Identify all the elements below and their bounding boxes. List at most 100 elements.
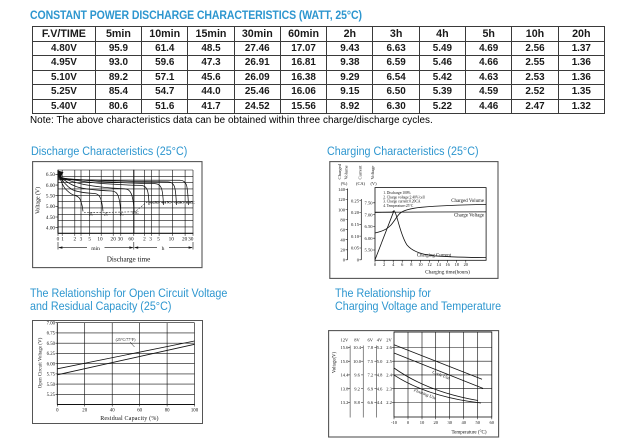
svg-text:20: 20 — [111, 236, 117, 242]
svg-text:Cycle Use: Cycle Use — [432, 369, 451, 380]
svg-text:Voltage (V): Voltage (V) — [35, 187, 42, 214]
svg-text:80: 80 — [165, 409, 170, 414]
svg-text:10: 10 — [97, 236, 103, 242]
svg-text:0.6C: 0.6C — [132, 211, 139, 215]
svg-text:0: 0 — [407, 419, 410, 424]
svg-text:15.6: 15.6 — [340, 345, 349, 350]
svg-text:0.05C: 0.05C — [186, 201, 195, 205]
svg-text:Volume: Volume — [344, 165, 349, 179]
svg-text:(V): (V) — [370, 181, 377, 186]
svg-text:6.6: 6.6 — [367, 400, 373, 405]
svg-text:0.10: 0.10 — [351, 234, 360, 239]
svg-text:3. Charge current:0.20CA: 3. Charge current:0.20CA — [383, 200, 421, 204]
svg-text:Open Circuit Voltage (V): Open Circuit Voltage (V) — [39, 337, 44, 388]
svg-text:60: 60 — [340, 227, 345, 232]
svg-text:1: 1 — [61, 236, 64, 242]
svg-text:8.8: 8.8 — [354, 400, 360, 405]
svg-text:80: 80 — [340, 217, 345, 222]
svg-text:2.6: 2.6 — [386, 345, 392, 350]
svg-text:0.15: 0.15 — [351, 222, 360, 227]
svg-text:100: 100 — [338, 207, 346, 212]
svg-text:2. Charge voltage:2.40V/cell: 2. Charge voltage:2.40V/cell — [383, 195, 424, 199]
svg-text:120: 120 — [338, 197, 346, 202]
svg-text:Residual Capacity (%): Residual Capacity (%) — [100, 415, 159, 422]
svg-text:4V: 4V — [377, 337, 383, 342]
svg-text:3: 3 — [149, 236, 152, 242]
svg-text:(CA): (CA) — [356, 181, 366, 186]
svg-text:10: 10 — [420, 419, 425, 424]
svg-text:14.4: 14.4 — [340, 372, 349, 377]
svg-text:50: 50 — [475, 419, 480, 424]
svg-text:7.50: 7.50 — [365, 201, 374, 206]
svg-text:7.8: 7.8 — [367, 345, 373, 350]
svg-text:9.6: 9.6 — [354, 372, 360, 377]
svg-text:Charge Voltage: Charge Voltage — [454, 213, 484, 218]
svg-text:(%): (%) — [341, 181, 348, 186]
svg-text:60: 60 — [128, 236, 134, 242]
svg-text:5.50: 5.50 — [46, 194, 55, 200]
svg-text:12V: 12V — [341, 337, 350, 342]
svg-text:Temperature (°C): Temperature (°C) — [451, 430, 486, 435]
svg-text:8V: 8V — [354, 337, 360, 342]
svg-text:40: 40 — [461, 419, 466, 424]
svg-text:Voltage(V): Voltage(V) — [333, 351, 338, 373]
svg-text:6.9: 6.9 — [367, 386, 373, 391]
svg-text:5.75: 5.75 — [47, 373, 56, 378]
svg-text:13.8: 13.8 — [340, 386, 349, 391]
svg-text:Charging Current: Charging Current — [417, 254, 452, 259]
svg-text:0.25: 0.25 — [351, 198, 360, 203]
svg-text:10.0: 10.0 — [353, 358, 362, 363]
svg-text:5.50: 5.50 — [47, 383, 56, 388]
svg-text:6: 6 — [401, 262, 404, 267]
svg-text:4.00: 4.00 — [46, 226, 55, 232]
svg-text:2C: 2C — [104, 213, 109, 217]
svg-text:6.50: 6.50 — [365, 224, 374, 229]
svg-text:Charged Volume: Charged Volume — [451, 199, 484, 204]
svg-text:20: 20 — [182, 236, 188, 242]
svg-text:2: 2 — [143, 236, 146, 242]
svg-text:Charged: Charged — [337, 163, 342, 179]
svg-text:5.50: 5.50 — [365, 248, 374, 253]
svg-text:5.0: 5.0 — [377, 358, 383, 363]
svg-text:12: 12 — [427, 262, 431, 267]
svg-text:4.6: 4.6 — [377, 386, 383, 391]
svg-text:13.2: 13.2 — [340, 400, 348, 405]
svg-text:2: 2 — [383, 262, 385, 267]
svg-text:2.3: 2.3 — [386, 386, 392, 391]
svg-text:5: 5 — [88, 236, 91, 242]
svg-text:9.2: 9.2 — [354, 386, 360, 391]
svg-text:2.4: 2.4 — [386, 372, 392, 377]
svg-text:-10: -10 — [391, 419, 398, 424]
svg-text:5.00: 5.00 — [46, 204, 55, 210]
svg-text:(25°C/77°F): (25°C/77°F) — [116, 337, 137, 342]
svg-text:0.09C: 0.09C — [175, 201, 184, 205]
svg-text:6.25: 6.25 — [47, 352, 56, 357]
svg-text:1C: 1C — [119, 212, 124, 216]
svg-text:40: 40 — [340, 237, 345, 242]
svg-text:2: 2 — [73, 236, 76, 242]
svg-text:20: 20 — [433, 419, 438, 424]
svg-text:30: 30 — [447, 419, 452, 424]
svg-text:2.5: 2.5 — [386, 358, 392, 363]
svg-text:30: 30 — [118, 236, 124, 242]
svg-text:8: 8 — [410, 262, 413, 267]
svg-text:140: 140 — [338, 187, 346, 192]
svg-text:5.25: 5.25 — [47, 393, 56, 398]
svg-text:5.2: 5.2 — [377, 345, 383, 350]
svg-text:10: 10 — [169, 236, 175, 242]
svg-text:3C: 3C — [89, 213, 94, 217]
svg-text:Charging time(hours): Charging time(hours) — [425, 269, 470, 276]
svg-text:4.50: 4.50 — [46, 215, 55, 221]
svg-text:4.4: 4.4 — [377, 400, 383, 405]
svg-text:4: 4 — [392, 262, 395, 267]
svg-text:0.20: 0.20 — [351, 210, 360, 215]
svg-text:30: 30 — [188, 236, 194, 242]
svg-text:4.8: 4.8 — [377, 372, 383, 377]
svg-text:0.25C: 0.25C — [150, 201, 159, 205]
svg-text:7.00: 7.00 — [47, 321, 56, 326]
svg-text:min: min — [91, 246, 100, 252]
svg-text:0.17C: 0.17C — [162, 201, 171, 205]
svg-text:16: 16 — [445, 262, 450, 267]
svg-text:6.00: 6.00 — [365, 236, 374, 241]
svg-text:6V: 6V — [368, 337, 374, 342]
